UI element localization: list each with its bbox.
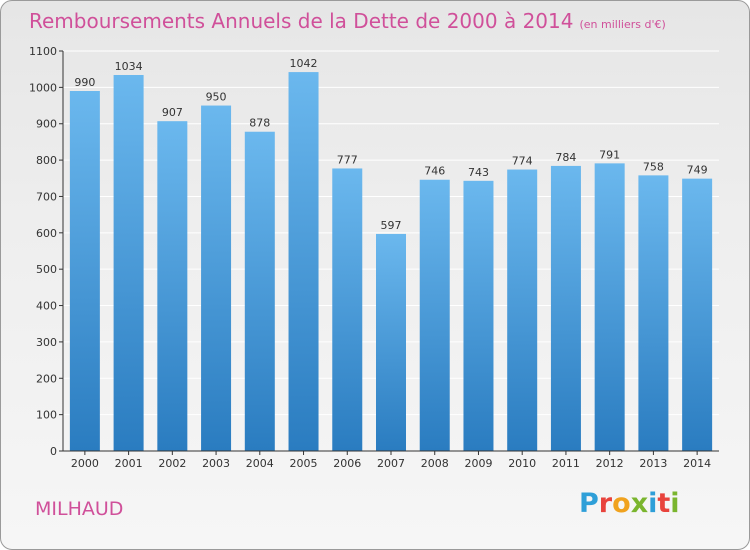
x-tick-label: 2004: [246, 457, 274, 470]
chart-unit-label: (en milliers d'€): [579, 18, 666, 31]
bar-2005: [288, 72, 319, 451]
bar-2013: [638, 175, 669, 451]
x-tick-label: 2011: [552, 457, 580, 470]
bar-value-label: 743: [468, 166, 489, 179]
bar-value-label: 758: [643, 160, 664, 173]
city-name: MILHAUD: [35, 498, 124, 520]
bar-value-label: 777: [337, 153, 358, 166]
y-tick-label: 900: [36, 118, 57, 131]
bar-value-label: 1034: [115, 60, 143, 73]
y-tick-label: 1000: [29, 81, 57, 94]
x-tick-label: 2001: [115, 457, 143, 470]
x-tick-label: 2006: [333, 457, 361, 470]
bar-value-label: 774: [512, 155, 533, 168]
y-tick-label: 300: [36, 336, 57, 349]
logo-letter: i: [648, 488, 658, 519]
bar-value-label: 784: [555, 151, 576, 164]
logo-letter: P: [579, 488, 599, 519]
y-tick-label: 800: [36, 154, 57, 167]
y-tick-label: 700: [36, 190, 57, 203]
y-axis: 0 100 200 300 400 500 600 700 800 900 1000 1100: [29, 45, 64, 458]
x-tick-label: 2005: [290, 457, 318, 470]
x-tick-label: 2014: [683, 457, 711, 470]
bar-2010: [507, 169, 538, 451]
chart-title-text: Remboursements Annuels de la Dette de 20…: [29, 9, 574, 33]
bar-2009: [463, 180, 494, 451]
bar-2012: [594, 163, 625, 451]
x-tick-label: 2007: [377, 457, 405, 470]
bar-value-label: 907: [162, 106, 183, 119]
logo-letter: r: [598, 488, 613, 519]
bar-value-label: 950: [206, 91, 227, 104]
bar-value-label: 1042: [290, 57, 318, 70]
y-tick-label: 1100: [29, 45, 57, 58]
y-tick-label: 0: [50, 445, 57, 458]
y-tick-label: 100: [36, 409, 57, 422]
x-tick-label: 2003: [202, 457, 230, 470]
bar-value-label: 597: [381, 219, 402, 232]
bar-2006: [332, 168, 363, 452]
y-tick-label: 500: [36, 263, 57, 276]
logo-letter: o: [612, 488, 631, 519]
y-tick-label: 600: [36, 227, 57, 240]
x-tick-label: 2008: [421, 457, 449, 470]
bar-2011: [550, 165, 581, 451]
x-tick-label: 2000: [71, 457, 99, 470]
bar-value-label: 791: [599, 148, 620, 161]
logo-letter: x: [630, 488, 649, 519]
logo-letter: t: [657, 488, 671, 519]
bar-value-label: 749: [687, 164, 708, 177]
y-tick-label: 200: [36, 372, 57, 385]
bars: 990 1034 907 950 878 1042 777 597 746 743 774 784 79…: [69, 57, 713, 452]
x-tick-label: 2002: [158, 457, 186, 470]
proxiti-logo: Proxiti: [579, 488, 680, 519]
x-tick-label: 2012: [596, 457, 624, 470]
y-tick-label: 400: [36, 300, 57, 313]
x-tick-label: 2010: [508, 457, 536, 470]
bar-2008: [419, 179, 450, 451]
bar-value-label: 878: [249, 117, 270, 130]
bar-2000: [69, 91, 100, 451]
x-tick-label: 2013: [639, 457, 667, 470]
logo-letter: i: [670, 488, 680, 519]
bar-2001: [113, 75, 144, 451]
bar-2003: [201, 105, 232, 451]
x-tick-label: 2009: [464, 457, 492, 470]
bar-2007: [376, 233, 406, 451]
bar-value-label: 990: [74, 76, 95, 89]
x-axis: 2000 2001 2002 2003 2004 2005 2006 2007 2008 2009…: [63, 450, 719, 470]
bar-2004: [244, 131, 275, 451]
chart-title: Remboursements Annuels de la Dette de 20…: [29, 9, 666, 33]
bar-2014: [682, 178, 713, 452]
bar-value-label: 746: [424, 165, 445, 178]
bar-2002: [157, 121, 188, 451]
